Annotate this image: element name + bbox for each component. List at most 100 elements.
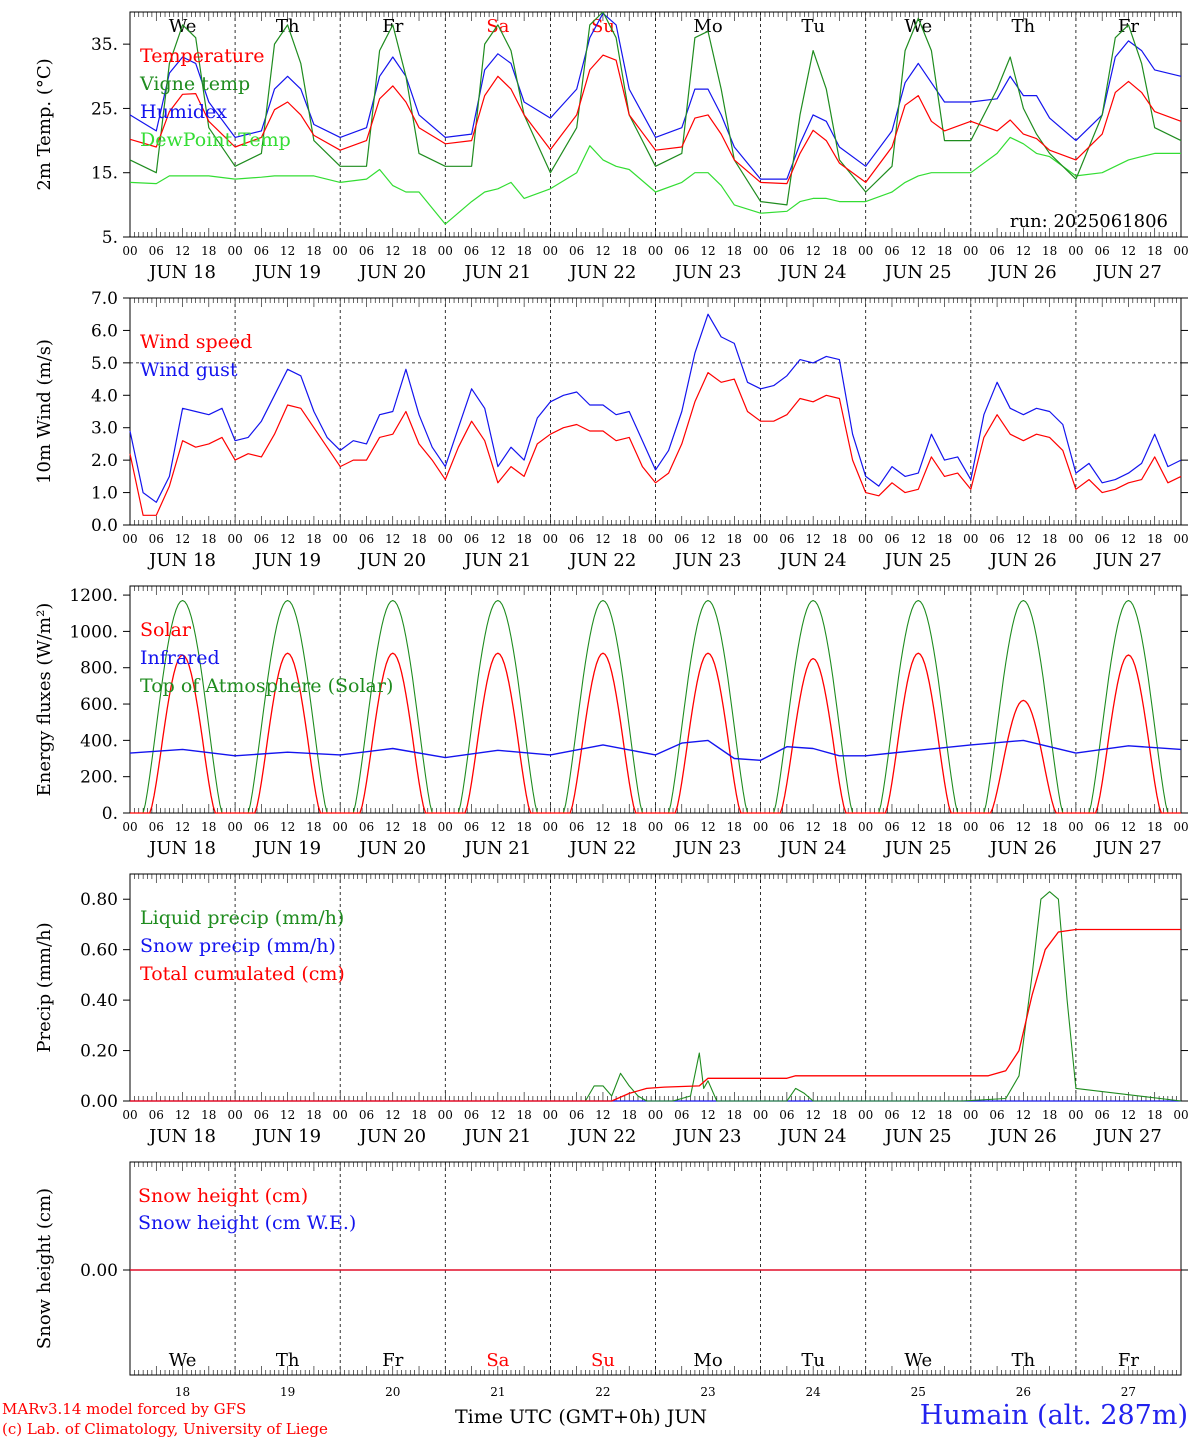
hour-tick-label: 00 [753, 1108, 768, 1122]
y-tick-label: 0.00 [80, 1092, 118, 1112]
date-label: JUN 24 [778, 838, 847, 859]
date-label: JUN 21 [462, 262, 531, 283]
hour-tick-label: 06 [359, 820, 374, 834]
weekday-label: Sa [486, 16, 509, 37]
date-label: JUN 18 [147, 1126, 216, 1147]
hour-tick-label: 12 [700, 820, 715, 834]
hour-tick-label: 06 [464, 1108, 479, 1122]
hour-tick-label: 00 [858, 820, 873, 834]
hour-tick-label: 12 [175, 820, 190, 834]
hour-tick-label: 18 [516, 1108, 531, 1122]
hour-tick-label: 12 [1121, 244, 1136, 258]
date-label: JUN 25 [883, 838, 952, 859]
date-label: JUN 20 [357, 838, 426, 859]
hour-tick-label: 06 [884, 244, 899, 258]
hour-tick-label: 06 [989, 820, 1004, 834]
weekday-label: Th [1012, 16, 1036, 37]
weekday-label: We [904, 1350, 932, 1371]
weekday-label: Su [591, 16, 615, 37]
legend-entry: Total cumulated (cm) [140, 963, 345, 985]
date-label: JUN 19 [252, 262, 321, 283]
y-tick-label: 0.0 [91, 516, 118, 536]
hour-tick-label: 12 [700, 532, 715, 546]
date-label: JUN 22 [568, 1126, 637, 1147]
date-label: JUN 26 [988, 838, 1057, 859]
weekday-label: Tu [801, 16, 825, 37]
hour-tick-label: 06 [149, 820, 164, 834]
legend-entry: Infrared [140, 647, 220, 669]
date-label: JUN 19 [252, 838, 321, 859]
y-tick-label: 15. [91, 164, 118, 184]
hour-tick-label: 06 [464, 820, 479, 834]
date-label: JUN 19 [252, 550, 321, 571]
y-tick-label: 7.0 [91, 289, 118, 309]
legend-entry: Temperature [140, 45, 264, 67]
series-line-liquid-precip [130, 891, 1182, 1102]
hour-tick-label: 12 [490, 820, 505, 834]
hour-tick-label: 06 [359, 244, 374, 258]
hour-tick-label: 18 [1147, 244, 1162, 258]
hour-tick-label: 12 [490, 532, 505, 546]
hour-tick-label: 00 [1068, 1108, 1083, 1122]
hour-tick-label: 12 [1016, 1108, 1031, 1122]
hour-tick-label: 18 [832, 820, 847, 834]
y-tick-label: 800. [80, 659, 118, 679]
hour-tick-label: 18 [1147, 820, 1162, 834]
hour-tick-label: 00 [438, 1108, 453, 1122]
day-number-label: 20 [385, 1385, 400, 1399]
hour-tick-label: 06 [674, 532, 689, 546]
hour-tick-label: 18 [201, 532, 216, 546]
hour-tick-label: 06 [884, 820, 899, 834]
day-number-label: 27 [1121, 1385, 1136, 1399]
date-label: JUN 21 [462, 1126, 531, 1147]
time-axis-caption: Time UTC (GMT+0h) JUN [455, 1406, 707, 1428]
hour-tick-label: 00 [1068, 532, 1083, 546]
hour-tick-label: 12 [280, 1108, 295, 1122]
hour-tick-label: 12 [280, 820, 295, 834]
hour-tick-label: 06 [569, 1108, 584, 1122]
hour-tick-label: 12 [911, 1108, 926, 1122]
y-tick-label: 0.20 [80, 1042, 118, 1062]
date-label: JUN 23 [673, 262, 742, 283]
hour-tick-label: 00 [1173, 1108, 1188, 1122]
hour-tick-label: 12 [700, 244, 715, 258]
weekday-label: Fr [1118, 1350, 1139, 1371]
hour-tick-label: 18 [1042, 532, 1057, 546]
y-tick-label: 200. [80, 768, 118, 788]
hour-tick-label: 06 [779, 244, 794, 258]
y-tick-label: 5. [102, 228, 118, 248]
lab-credit: (c) Lab. of Climatology, University of L… [2, 1420, 328, 1438]
hour-tick-label: 18 [832, 244, 847, 258]
hour-tick-label: 12 [385, 244, 400, 258]
hour-tick-label: 00 [858, 1108, 873, 1122]
legend-entry: Snow precip (mm/h) [140, 935, 336, 957]
hour-tick-label: 06 [254, 820, 269, 834]
hour-tick-label: 18 [832, 532, 847, 546]
hour-tick-label: 18 [727, 820, 742, 834]
hour-tick-label: 00 [227, 1108, 242, 1122]
date-label: JUN 24 [778, 262, 847, 283]
day-number-label: 24 [806, 1385, 822, 1399]
hour-tick-label: 12 [490, 1108, 505, 1122]
hour-tick-label: 00 [227, 244, 242, 258]
hour-tick-label: 06 [569, 532, 584, 546]
model-credit: MARv3.14 model forced by GFS [2, 1400, 247, 1418]
hour-tick-label: 18 [937, 1108, 952, 1122]
hour-tick-label: 06 [254, 1108, 269, 1122]
hour-tick-label: 12 [595, 820, 610, 834]
day-number-label: 26 [1016, 1385, 1031, 1399]
hour-tick-label: 00 [438, 820, 453, 834]
hour-tick-label: 00 [543, 820, 558, 834]
hour-tick-label: 06 [1095, 532, 1110, 546]
hour-tick-label: 06 [464, 532, 479, 546]
hour-tick-label: 18 [622, 1108, 637, 1122]
date-label: JUN 24 [778, 1126, 847, 1147]
hour-tick-label: 00 [438, 532, 453, 546]
date-label: JUN 20 [357, 262, 426, 283]
hour-tick-label: 18 [201, 1108, 216, 1122]
hour-tick-label: 12 [911, 244, 926, 258]
hour-tick-label: 00 [858, 244, 873, 258]
hour-tick-label: 18 [937, 820, 952, 834]
hour-tick-label: 12 [1016, 532, 1031, 546]
series-line-wind-gust [129, 313, 1182, 503]
